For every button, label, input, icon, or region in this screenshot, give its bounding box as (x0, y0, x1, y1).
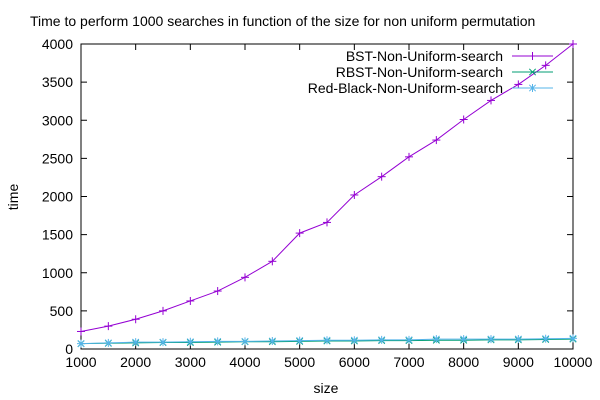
data-point (159, 306, 167, 315)
data-point (77, 339, 85, 348)
data-point (241, 337, 249, 346)
legend-swatch-marker (528, 52, 537, 60)
data-point (159, 338, 167, 347)
data-point (569, 334, 577, 343)
data-point (295, 336, 304, 345)
data-point (377, 172, 386, 181)
data-point (432, 136, 441, 145)
plot-area: 1000 2000 3000 4000 5000 6000 7000 8000 9000 1000… (42, 36, 593, 370)
data-point (295, 229, 304, 238)
data-point (405, 152, 413, 161)
data-point (268, 336, 277, 345)
data-point (131, 315, 140, 324)
data-point (514, 80, 523, 89)
legend-swatch-marker (528, 84, 537, 92)
y-tick-label: 3000 (42, 112, 73, 128)
x-axis-title: size (314, 380, 339, 396)
data-point (213, 337, 222, 346)
data-point (186, 296, 195, 305)
data-point (350, 336, 359, 345)
x-tick-label: 5000 (284, 354, 315, 370)
data-point (487, 96, 495, 105)
data-point (323, 336, 331, 345)
y-tick-label: 4000 (42, 36, 73, 52)
data-point (104, 338, 113, 347)
data-point (213, 287, 222, 296)
data-point (541, 334, 550, 343)
x-tick-label: 7000 (393, 354, 424, 370)
y-tick-label: 0 (65, 341, 73, 357)
data-point (432, 335, 441, 344)
legend-label: RBST-Non-Uniform-search (336, 64, 503, 80)
data-point (405, 335, 413, 344)
chart-title: Time to perform 1000 searches in functio… (30, 13, 535, 29)
y-tick-label: 2500 (42, 150, 73, 166)
data-point (514, 335, 523, 344)
legend-label: BST-Non-Uniform-search (346, 48, 503, 64)
data-point (350, 190, 359, 199)
data-point (104, 322, 113, 331)
data-point (268, 257, 277, 266)
data-point (459, 115, 468, 124)
x-tick-label: 10000 (554, 354, 593, 370)
data-point (77, 327, 85, 336)
y-tick-label: 1000 (42, 265, 73, 281)
x-tick-label: 1000 (65, 354, 96, 370)
data-point (569, 40, 577, 48)
x-tick-label: 9000 (503, 354, 534, 370)
x-tick-label: 8000 (448, 354, 479, 370)
data-point (323, 218, 331, 227)
y-tick-label: 500 (50, 303, 74, 319)
data-point (241, 273, 249, 282)
x-tick-label: 4000 (229, 354, 260, 370)
x-tick-label: 2000 (120, 354, 151, 370)
series-3 (77, 334, 577, 348)
legend-label: Red-Black-Non-Uniform-search (308, 80, 503, 96)
data-point (459, 335, 468, 344)
y-tick-label: 2000 (42, 189, 73, 205)
data-point (131, 338, 140, 347)
data-point (541, 61, 550, 70)
data-point (377, 335, 386, 344)
y-axis-title: time (5, 184, 21, 211)
x-tick-label: 6000 (339, 354, 370, 370)
legend-swatch-marker (528, 68, 537, 76)
y-tick-label: 1500 (42, 227, 73, 243)
y-tick-label: 3500 (42, 74, 73, 90)
data-point (186, 337, 195, 346)
legend: BST-Non-Uniform-searchRBST-Non-Uniform-s… (308, 48, 553, 96)
series-1 (77, 40, 577, 336)
data-point (487, 335, 495, 344)
x-tick-label: 3000 (175, 354, 206, 370)
